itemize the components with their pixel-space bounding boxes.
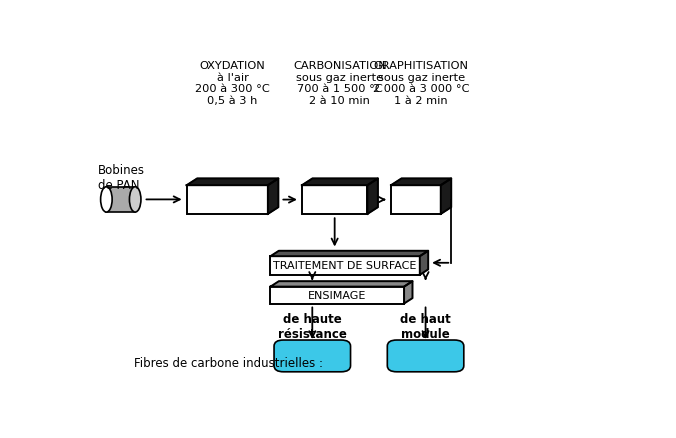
Text: Bobines
de PAN: Bobines de PAN	[97, 164, 145, 192]
Bar	[391, 186, 441, 215]
Text: ENSIMAGE: ENSIMAGE	[308, 290, 366, 300]
Text: Fibres de carbone industrielles :: Fibres de carbone industrielles :	[135, 357, 323, 369]
Ellipse shape	[101, 187, 112, 212]
Polygon shape	[268, 179, 279, 215]
Bar	[270, 287, 404, 304]
FancyBboxPatch shape	[274, 340, 351, 372]
Polygon shape	[368, 179, 378, 215]
Ellipse shape	[129, 187, 141, 212]
Polygon shape	[302, 179, 378, 186]
Polygon shape	[270, 251, 428, 257]
FancyBboxPatch shape	[387, 340, 464, 372]
Bar	[106, 187, 135, 212]
Polygon shape	[270, 282, 412, 287]
Bar	[302, 186, 368, 215]
Bar	[187, 186, 268, 215]
Polygon shape	[187, 179, 279, 186]
Polygon shape	[391, 179, 452, 186]
Text: de haut
module: de haut module	[400, 312, 451, 340]
Text: TRAITEMENT DE SURFACE: TRAITEMENT DE SURFACE	[274, 261, 417, 271]
Text: CARBONISATION
sous gaz inerte
700 à 1 500 °C
2 à 10 min: CARBONISATION sous gaz inerte 700 à 1 50…	[293, 61, 387, 106]
Text: OXYDATION
à l'air
200 à 300 °C
0,5 à 3 h: OXYDATION à l'air 200 à 300 °C 0,5 à 3 h	[195, 61, 270, 106]
Polygon shape	[420, 251, 428, 275]
Polygon shape	[441, 179, 452, 215]
Bar	[270, 257, 420, 275]
Polygon shape	[404, 282, 412, 304]
Text: de haute
résistance: de haute résistance	[278, 312, 347, 340]
Text: GRAPHITISATION
sous gaz inerte
2 000 à 3 000 °C
1 à 2 min: GRAPHITISATION sous gaz inerte 2 000 à 3…	[373, 61, 469, 106]
